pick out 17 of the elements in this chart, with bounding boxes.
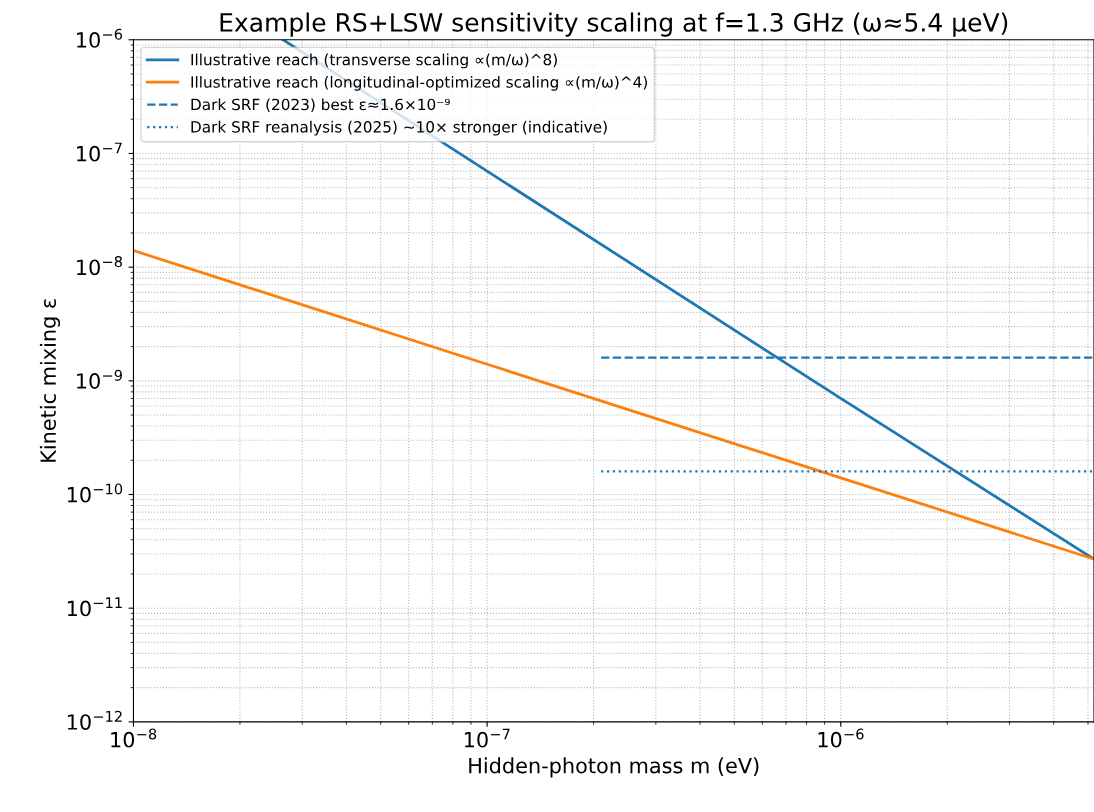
x-tick-label: 10$^{−7}$	[464, 728, 510, 748]
y-tick-label: 10$^{−6}$	[77, 28, 123, 48]
y-tick-label: 10$^{−12}$	[67, 710, 122, 730]
y-tick-label: 10$^{−8}$	[77, 256, 122, 276]
x-axis-title: Hidden-photon mass m (eV)	[469, 757, 759, 778]
chart-title: Example RS+LSW sensitivity scaling at f=1.3 GHz (ω≈5.4 μeV)	[220, 12, 1008, 37]
x-tick-label: 10$^{−6}$	[818, 728, 864, 748]
y-tick-label: 10$^{−11}$	[67, 597, 122, 617]
x-tick-label: 10$^{−8}$	[111, 728, 157, 748]
legend-label: Illustrative reach (transverse scaling ∝(m/ω)^8)	[191, 53, 557, 69]
y-axis-title: Kinetic mixing ε	[39, 299, 61, 462]
legend-label: Dark SRF reanalysis (2025) ~10× stronger (indicative)	[191, 120, 607, 136]
y-tick-label: 10$^{−7}$	[77, 142, 122, 162]
y-tick-label: 10$^{−10}$	[67, 483, 123, 503]
legend-label: Dark SRF (2023) best ε≈1.6×10⁻⁹	[191, 98, 450, 113]
y-tick-label: 10$^{−9}$	[77, 369, 122, 389]
legend-label: Illustrative reach (longitudinal-optimized scaling ∝(m/ω)^4)	[191, 75, 647, 91]
